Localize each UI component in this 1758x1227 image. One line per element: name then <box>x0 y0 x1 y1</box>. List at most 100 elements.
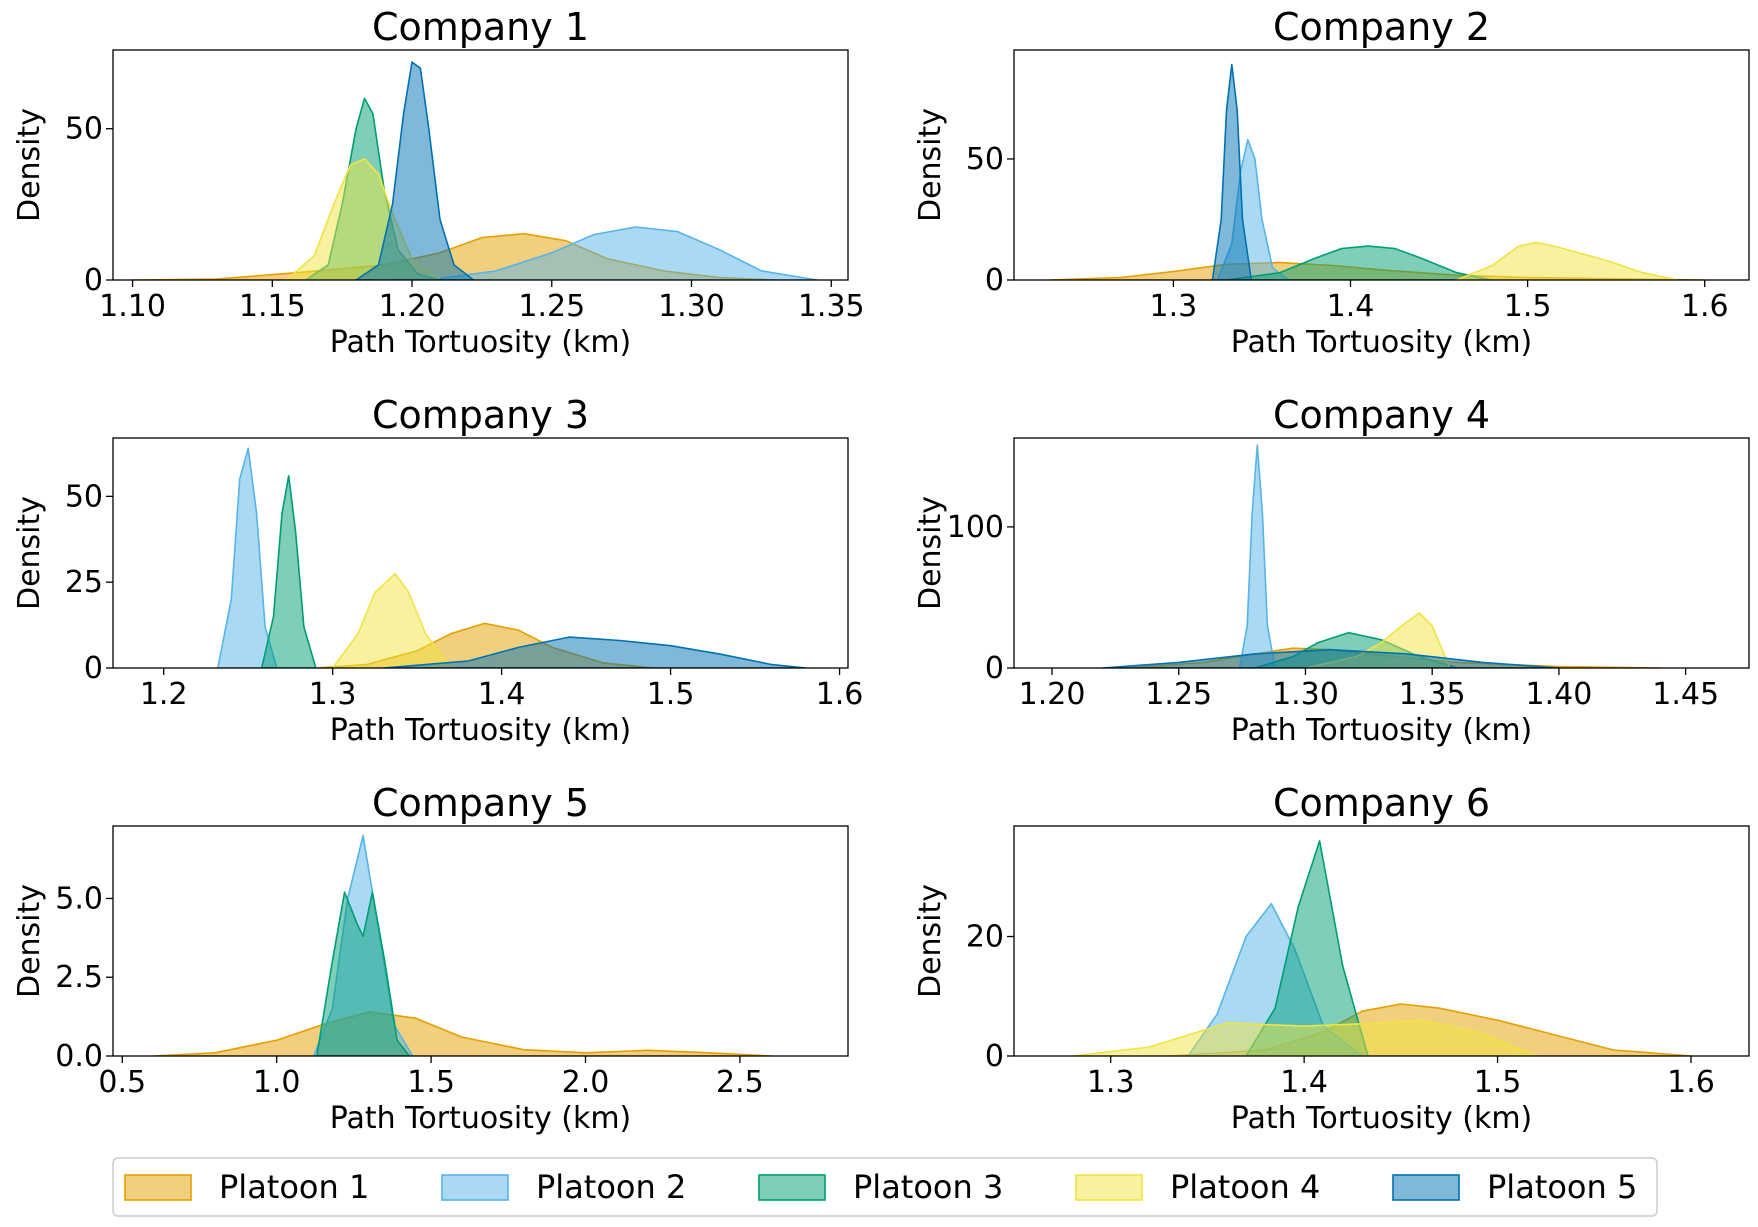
y-axis-label: Density <box>12 108 47 222</box>
legend-label-3: Platoon 3 <box>853 1168 1003 1206</box>
y-axis-label: Density <box>913 496 948 610</box>
axes-frame <box>1013 437 1750 669</box>
legend-label-1: Platoon 1 <box>219 1168 369 1206</box>
x-tick-label: 1.5 <box>407 1065 455 1100</box>
x-tick-label: 1.6 <box>1681 289 1729 324</box>
y-axis-label: Density <box>913 884 948 998</box>
axes-frame <box>1013 49 1750 281</box>
subplot-6: 1.3 1.4 1.5 1.6 0 20 Company 6 Path Tortuosity … <box>913 781 1750 1136</box>
legend-swatch-5 <box>1392 1174 1460 1201</box>
x-tick-label: 1.5 <box>647 677 695 712</box>
density-platoon-5 <box>1211 63 1253 280</box>
y-tick-label: 100 <box>947 510 1004 545</box>
y-axis-label: Density <box>913 108 948 222</box>
density-platoon-2 <box>1238 444 1276 668</box>
subplot-2: 1.3 1.4 1.5 1.6 0 50 Company 2 Path Tortuosity … <box>913 5 1750 360</box>
density-platoon-5 <box>382 636 807 668</box>
plot-area <box>152 834 772 1056</box>
x-axis-label: Path Tortuosity (km) <box>330 1101 632 1136</box>
x-tick-label: 1.35 <box>798 289 865 324</box>
x-axis-label: Path Tortuosity (km) <box>330 713 632 748</box>
x-tick-label: 1.3 <box>1087 1065 1135 1100</box>
y-axis-label: Density <box>12 496 47 610</box>
legend-swatch-4 <box>1075 1174 1143 1201</box>
y-tick-label: 0 <box>985 263 1004 298</box>
x-tick-label: 1.30 <box>658 289 725 324</box>
x-tick-label: 1.6 <box>1667 1065 1715 1100</box>
x-tick-label: 1.4 <box>1327 289 1375 324</box>
density-platoon-3 <box>260 475 317 668</box>
density-platoon-4 <box>1456 241 1679 280</box>
plot-area <box>131 61 819 280</box>
chart-title: Company 4 <box>1273 393 1490 437</box>
axes-frame <box>112 437 849 669</box>
subplot-3: 1.2 1.3 1.4 1.5 1.6 0 25 50 Company 3 Path Tortuo… <box>12 393 863 748</box>
plot-area <box>1101 444 1662 668</box>
y-axis-label: Density <box>12 884 47 998</box>
x-tick-label: 1.10 <box>99 289 166 324</box>
x-axis-label: Path Tortuosity (km) <box>1231 1101 1533 1136</box>
x-tick-label: 1.0 <box>253 1065 301 1100</box>
x-tick-label: 1.4 <box>1280 1065 1328 1100</box>
subplot-5: 0.5 1.0 1.5 2.0 2.5 0.0 2.5 5.0 Company 5 Path To… <box>12 781 849 1136</box>
density-platoon-4 <box>1071 1019 1537 1056</box>
x-axis-label: Path Tortuosity (km) <box>330 325 632 360</box>
axes-frame <box>112 825 849 1057</box>
y-tick-label: 50 <box>966 142 1004 177</box>
x-axis-label: Path Tortuosity (km) <box>1231 325 1533 360</box>
y-tick-label: 50 <box>65 479 103 514</box>
x-tick-label: 1.15 <box>239 289 306 324</box>
legend-swatch-2 <box>441 1174 509 1201</box>
chart-title: Company 2 <box>1273 5 1490 49</box>
density-platoon-3 <box>316 891 411 1056</box>
x-axis-label: Path Tortuosity (km) <box>1231 713 1533 748</box>
x-tick-label: 1.45 <box>1652 677 1719 712</box>
plot-area <box>217 447 807 668</box>
x-tick-label: 1.3 <box>1150 289 1198 324</box>
chart-title: Company 3 <box>372 393 589 437</box>
x-tick-label: 1.5 <box>1474 1065 1522 1100</box>
y-tick-label: 2.5 <box>55 960 103 995</box>
x-tick-label: 1.25 <box>1145 677 1212 712</box>
y-tick-label: 0.0 <box>55 1039 103 1074</box>
x-tick-label: 1.5 <box>1504 289 1552 324</box>
density-platoon-5 <box>1101 648 1560 668</box>
density-platoon-2 <box>217 447 278 668</box>
density-platoon-5 <box>355 61 475 280</box>
x-tick-label: 0.5 <box>98 1065 146 1100</box>
axes-frame <box>112 49 849 281</box>
legend-frame <box>112 1157 1658 1217</box>
legend-label-2: Platoon 2 <box>536 1168 686 1206</box>
subplot-1: 1.10 1.15 1.20 1.25 1.30 1.35 0 50 Company 1 Path… <box>12 5 865 360</box>
legend-label-4: Platoon 4 <box>1170 1168 1320 1206</box>
x-tick-label: 1.40 <box>1526 677 1593 712</box>
x-tick-label: 2.0 <box>562 1065 610 1100</box>
y-tick-label: 0 <box>84 651 103 686</box>
x-tick-label: 2.5 <box>716 1065 764 1100</box>
plot-area <box>1048 63 1706 280</box>
chart-title: Company 6 <box>1273 781 1490 825</box>
legend-label-5: Platoon 5 <box>1487 1168 1637 1206</box>
x-tick-label: 1.3 <box>309 677 357 712</box>
chart-title: Company 1 <box>372 5 589 49</box>
x-tick-label: 1.30 <box>1272 677 1339 712</box>
legend-swatch-1 <box>124 1174 192 1201</box>
density-platoon-1 <box>152 1011 772 1056</box>
y-tick-label: 0 <box>985 651 1004 686</box>
y-tick-label: 0 <box>84 263 103 298</box>
y-tick-label: 0 <box>985 1039 1004 1074</box>
legend: Platoon 1 Platoon 2 Platoon 3 Platoon 4 Plat… <box>112 1157 1658 1217</box>
chart-title: Company 5 <box>372 781 589 825</box>
x-tick-label: 1.25 <box>518 289 585 324</box>
x-tick-label: 1.20 <box>379 289 446 324</box>
density-platoon-4 <box>331 572 452 668</box>
density-platoon-3 <box>1245 840 1369 1056</box>
density-platoon-2 <box>355 226 819 280</box>
axes-frame <box>1013 825 1750 1057</box>
x-tick-label: 1.35 <box>1399 677 1466 712</box>
x-tick-label: 1.4 <box>478 677 526 712</box>
subplot-4: 1.20 1.25 1.30 1.35 1.40 1.45 0 100 Company 4 Pat… <box>913 393 1750 748</box>
legend-swatch-3 <box>758 1174 826 1201</box>
y-tick-label: 25 <box>65 565 103 600</box>
